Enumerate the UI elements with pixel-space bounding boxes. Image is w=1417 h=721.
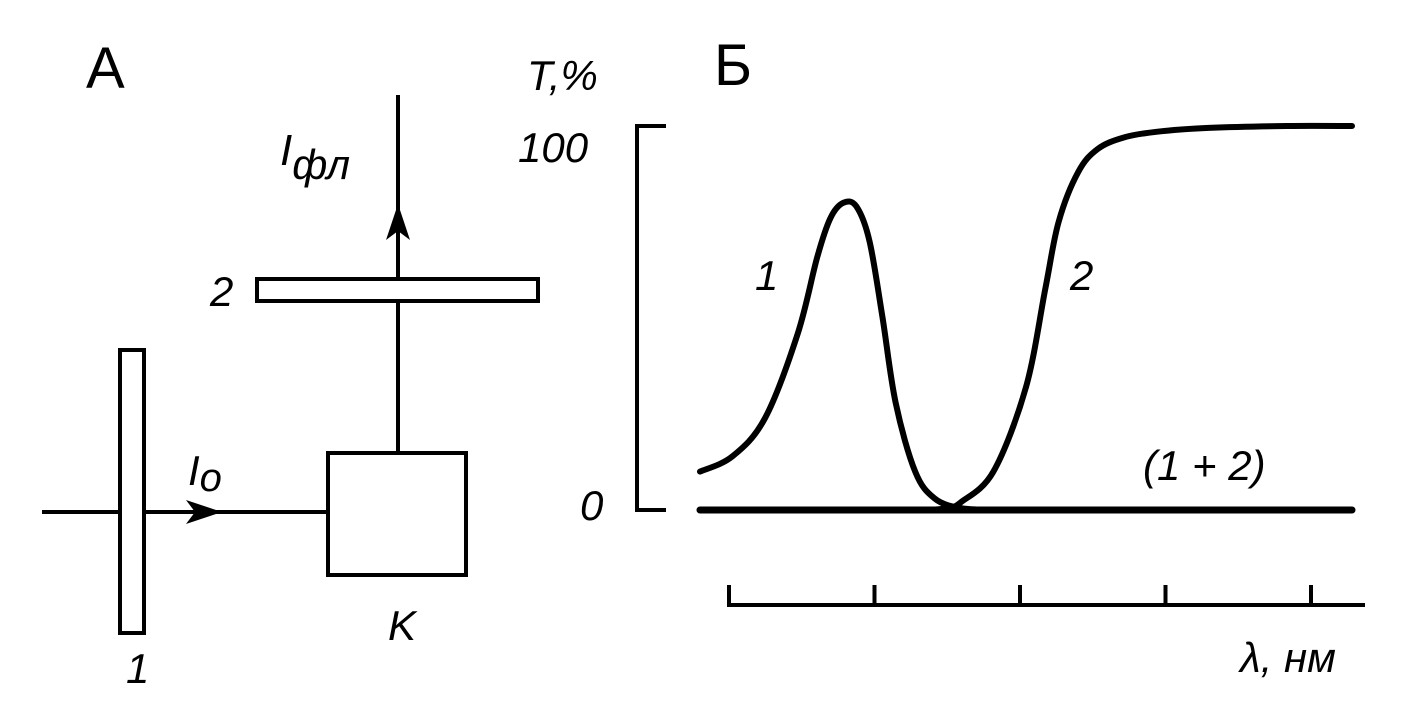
x-axis-label: λ, нм <box>1238 634 1336 681</box>
fluorescence-intensity-label: Iфл <box>280 126 350 188</box>
fluorescence-intensity-symbol: I <box>280 126 292 175</box>
fluorescence-intensity-subscript: фл <box>292 141 350 188</box>
y-tick-label-100: 100 <box>518 124 589 171</box>
panel-b-label: Б <box>714 33 752 98</box>
filter-2 <box>255 277 540 303</box>
excitation-intensity-subscript: o <box>200 456 222 500</box>
panel-a: А 1 Io K 2 Iфл <box>42 36 540 692</box>
transmission-curves <box>696 122 1356 514</box>
filter-1-label: 1 <box>126 645 149 692</box>
curve-2 <box>925 122 1355 513</box>
y-axis: T,% 100 0 <box>518 52 666 529</box>
excitation-intensity-symbol: I <box>188 447 200 494</box>
panel-b: Б T,% 100 0 λ, нм 1 2 (1 + 2) <box>518 33 1365 681</box>
fluorescence-arrow-icon <box>386 204 410 240</box>
curve-1 <box>697 198 997 513</box>
x-axis: λ, нм <box>727 585 1365 681</box>
panel-a-label: А <box>86 36 125 101</box>
excitation-intensity-label: Io <box>188 447 222 500</box>
curve-2-label: 2 <box>1069 252 1093 299</box>
excitation-arrow-icon <box>186 500 222 524</box>
y-axis-label: T,% <box>527 52 598 99</box>
filter-1 <box>118 348 146 635</box>
cuvette-label: K <box>388 602 418 649</box>
y-tick-label-0: 0 <box>580 482 604 529</box>
combined-curve-label: (1 + 2) <box>1143 442 1266 489</box>
filter-2-label: 2 <box>209 268 233 315</box>
curve-1-label: 1 <box>755 252 778 299</box>
cuvette <box>326 451 468 577</box>
